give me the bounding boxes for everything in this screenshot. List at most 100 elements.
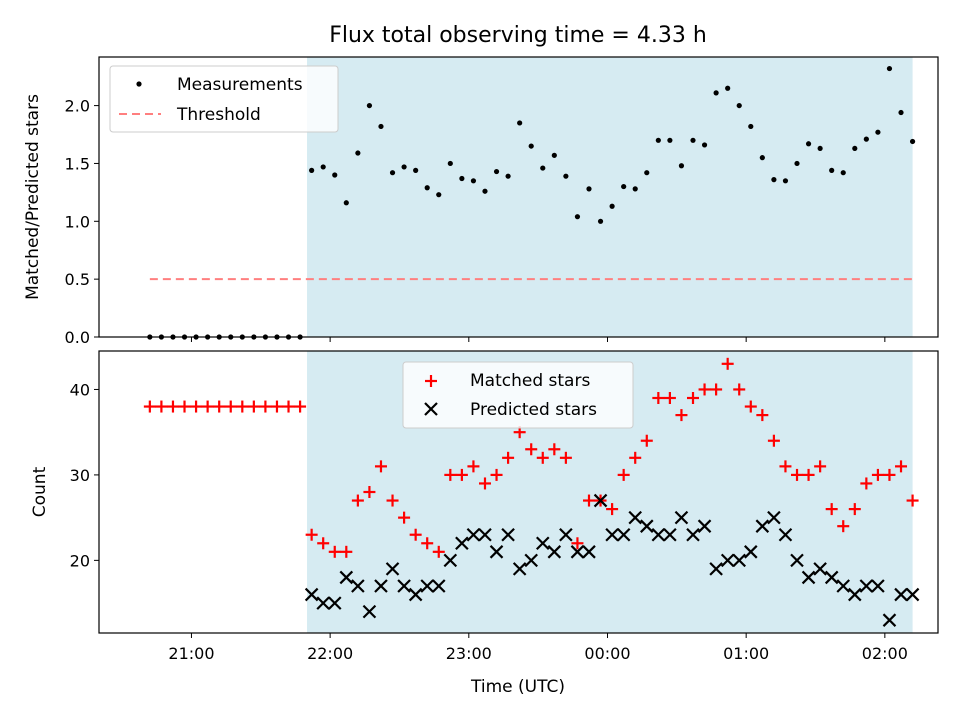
predicted-point: [905, 587, 920, 602]
bottom-axes-frame: [98, 350, 939, 634]
measurement-point: [736, 102, 742, 109]
matched-point: [733, 383, 746, 396]
measurement-point: [528, 143, 534, 149]
measurement-point: [389, 170, 396, 176]
matched-point: [756, 409, 769, 422]
matched-point: [906, 494, 919, 507]
matched-point: [432, 545, 445, 558]
predicted-point-b: [351, 579, 365, 593]
predicted-point: [790, 553, 804, 568]
predicted-point: [547, 545, 562, 559]
predicted-point-b: [362, 604, 377, 619]
predicted-point: [397, 579, 411, 593]
measurement-point: [794, 160, 800, 167]
matched-point: [640, 434, 653, 447]
predicted-point: [570, 545, 585, 559]
predicted-point: [651, 527, 666, 542]
predicted-point: [385, 562, 400, 576]
measurement-point: [505, 173, 511, 179]
predicted-point: [559, 527, 573, 542]
matched-point: [559, 451, 572, 464]
predicted-point-b: [431, 579, 446, 593]
predicted-point: [501, 527, 515, 542]
predicted-point: [720, 553, 735, 568]
matched-point: [247, 400, 260, 413]
measurement-point: [829, 167, 835, 173]
predicted-point-b: [582, 545, 596, 559]
matched-point: [213, 400, 226, 413]
predicted-point-b: [420, 579, 434, 593]
predicted-point-b: [524, 553, 538, 568]
predicted-point-b: [778, 527, 793, 542]
matched-point: [571, 537, 584, 550]
measurement-point: [863, 136, 869, 142]
predicted-point: [628, 510, 642, 525]
predicted-point-b: [859, 579, 874, 593]
predicted-point-b: [304, 587, 319, 602]
top-axes-frame: [98, 56, 939, 338]
matched-point: [490, 468, 503, 481]
matched-point: [224, 400, 237, 413]
predicted-point: [327, 596, 342, 610]
predicted-point-b: [674, 510, 689, 525]
matched-point: [825, 503, 838, 516]
matched-point: [698, 383, 711, 396]
matched-point: [837, 520, 850, 533]
matched-point: [744, 400, 757, 413]
matched-point: [340, 545, 353, 558]
measurement-point: [609, 203, 615, 209]
matched-point: [582, 494, 595, 507]
predicted-point: [316, 596, 330, 610]
measurement-point: [320, 164, 326, 170]
predicted-point: [686, 527, 700, 542]
predicted-point: [639, 519, 654, 533]
predicted-point: [894, 587, 908, 602]
measurement-point: [667, 137, 673, 143]
predicted-point-b: [512, 562, 527, 576]
predicted-point: [674, 510, 689, 525]
matched-point: [201, 400, 214, 413]
predicted-point-b: [535, 536, 550, 551]
predicted-point: [478, 527, 492, 542]
bottom-legend: Matched stars Predicted stars: [402, 361, 634, 429]
measurement-point: [632, 186, 638, 192]
count-points: [143, 357, 920, 627]
measurement-point: [459, 175, 465, 182]
predicted-point-b: [697, 519, 712, 533]
matched-point: [328, 545, 341, 558]
legend-matched-label: Matched stars: [470, 371, 590, 391]
matched-point: [155, 400, 168, 413]
predicted-point-b: [790, 553, 804, 568]
predicted-point-b: [570, 545, 585, 559]
measurement-point: [586, 186, 592, 192]
predicted-point-b: [801, 570, 816, 585]
predicted-point: [339, 570, 354, 585]
matched-point: [548, 443, 561, 456]
measurement-point: [378, 123, 384, 130]
measurement-point: [551, 152, 557, 158]
measurement-point: [725, 85, 731, 91]
measurement-point: [436, 192, 442, 198]
matched-point: [386, 494, 399, 507]
matched-point: [652, 392, 665, 404]
predicted-point: [663, 527, 677, 542]
predicted-point-b: [709, 562, 723, 576]
measurement-point: [482, 188, 488, 194]
predicted-point-b: [628, 510, 642, 525]
y-tick-label: 30: [70, 466, 90, 485]
predicted-point-b: [905, 587, 920, 602]
predicted-point-b: [466, 527, 481, 542]
y-tick-label: 40: [70, 380, 90, 399]
measurement-point: [493, 168, 500, 175]
x-axis-label: Time (UTC): [470, 677, 565, 697]
matched-point: [178, 400, 191, 413]
matched-point: [779, 460, 792, 473]
matched-point: [190, 400, 203, 413]
matched-point: [617, 468, 630, 481]
predicted-point-b: [327, 596, 342, 610]
matched-point: [895, 460, 908, 473]
matched-point: [791, 468, 804, 481]
measurement-point: [771, 177, 777, 183]
predicted-point: [466, 527, 481, 542]
matched-point: [421, 537, 434, 550]
